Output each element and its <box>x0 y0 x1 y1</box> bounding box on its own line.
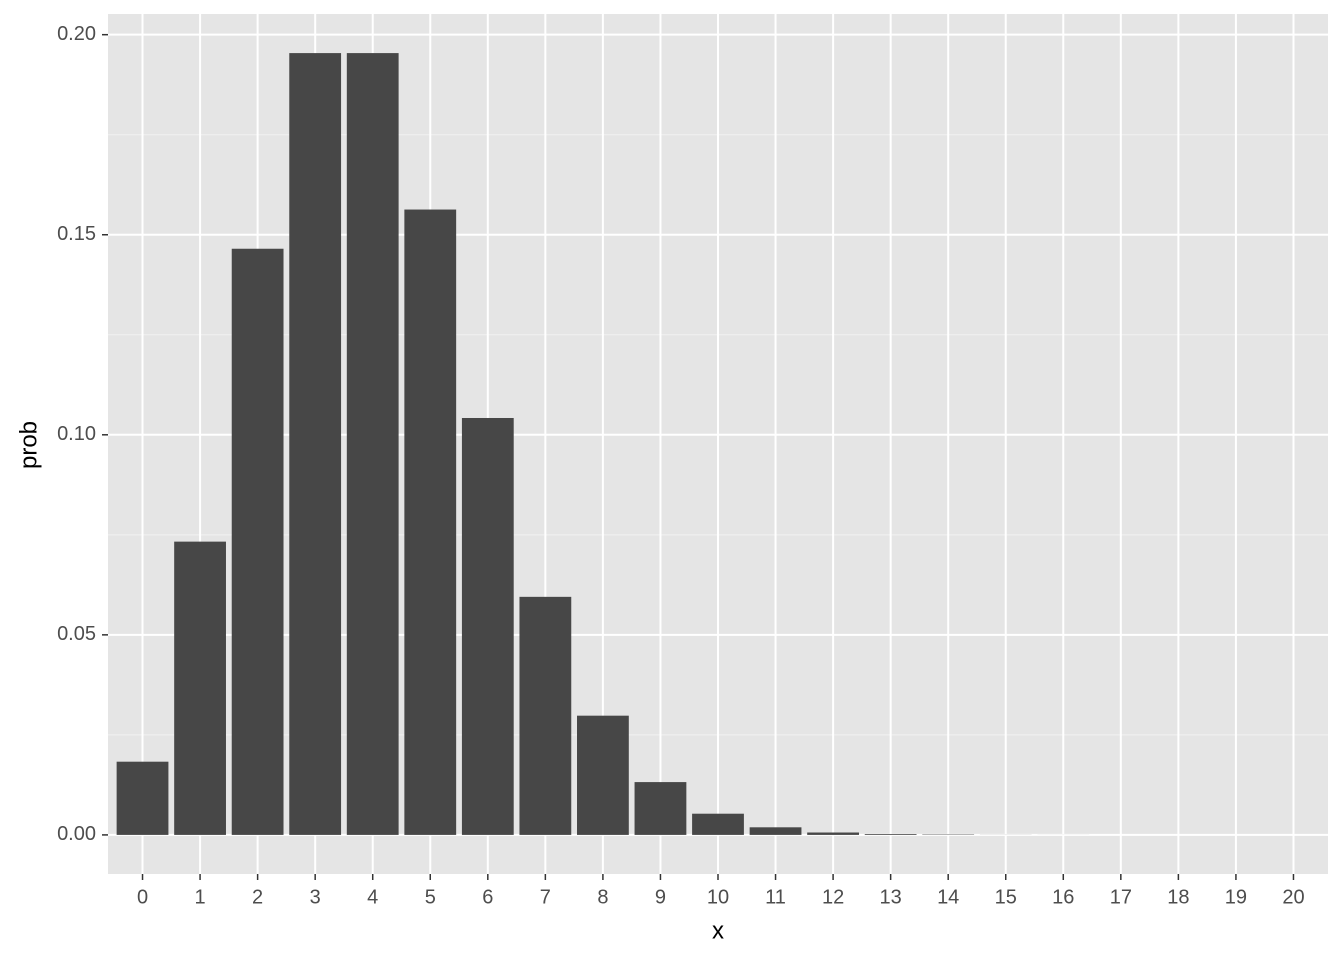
bar <box>864 834 917 835</box>
x-tick-label: 3 <box>310 886 321 908</box>
bar <box>519 596 572 835</box>
x-tick-label: 0 <box>137 886 148 908</box>
x-tick-label: 6 <box>482 886 493 908</box>
y-tick-label: 0.05 <box>57 623 96 645</box>
x-tick-label: 19 <box>1225 886 1247 908</box>
bar <box>404 209 457 835</box>
x-tick-label: 18 <box>1167 886 1189 908</box>
bar <box>461 417 514 835</box>
bar <box>231 248 284 835</box>
x-tick-label: 8 <box>597 886 608 908</box>
x-tick-label: 13 <box>880 886 902 908</box>
x-tick-label: 17 <box>1110 886 1132 908</box>
bar <box>174 541 226 835</box>
x-tick-label: 15 <box>995 886 1017 908</box>
bar <box>749 827 802 835</box>
x-tick-label: 10 <box>707 886 729 908</box>
bar <box>807 832 859 835</box>
bar <box>116 761 169 835</box>
bar <box>577 715 629 835</box>
bar <box>346 53 399 835</box>
x-tick-label: 4 <box>367 886 378 908</box>
bar <box>634 782 687 835</box>
x-tick-label: 2 <box>252 886 263 908</box>
y-tick-label: 0.10 <box>57 423 96 445</box>
x-axis-title: x <box>712 917 724 944</box>
x-tick-label: 12 <box>822 886 844 908</box>
x-tick-label: 11 <box>765 886 786 908</box>
x-tick-label: 14 <box>937 886 959 908</box>
y-axis-title: prob <box>15 421 42 469</box>
x-tick-label: 5 <box>425 886 436 908</box>
x-tick-label: 16 <box>1052 886 1074 908</box>
x-tick-label: 7 <box>540 886 551 908</box>
bar <box>289 53 342 835</box>
x-tick-label: 9 <box>655 886 666 908</box>
y-tick-label: 0.15 <box>57 223 96 245</box>
y-tick-label: 0.20 <box>57 23 96 45</box>
x-tick-label: 20 <box>1282 886 1304 908</box>
y-tick-label: 0.00 <box>57 823 96 845</box>
x-tick-label: 1 <box>195 886 206 908</box>
bar <box>692 813 744 835</box>
